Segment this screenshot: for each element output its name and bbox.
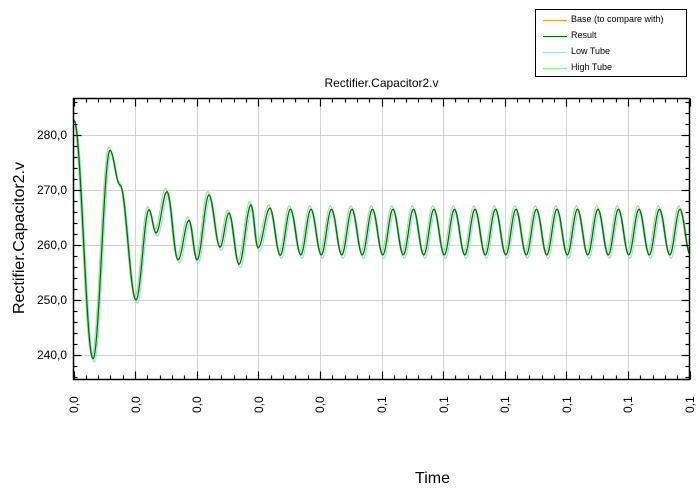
y-tick-label: 270,0: [36, 183, 67, 197]
legend-swatch: [543, 20, 567, 21]
legend-item-low-tube[interactable]: Low Tube: [536, 45, 686, 61]
legend-item-high-tube[interactable]: High Tube: [536, 61, 686, 77]
legend-swatch: [543, 68, 567, 69]
legend-item-result[interactable]: Result: [536, 29, 686, 45]
y-tick-label: 250,0: [36, 293, 67, 307]
legend-swatch: [543, 36, 567, 37]
x-tick-label: 0,0: [190, 396, 204, 413]
x-tick-label: 0,1: [683, 396, 697, 413]
x-tick-label: 0,1: [498, 396, 512, 413]
x-tick-label: 0,1: [375, 396, 389, 413]
x-tick-label: 0,0: [129, 396, 143, 413]
legend-label: Result: [571, 30, 597, 40]
x-axis-label: Time: [415, 470, 450, 487]
chart-title: Rectifier.Capacitor2.v: [324, 76, 439, 90]
x-tick-label: 0,0: [67, 396, 81, 413]
low-tube-curve: [74, 123, 690, 363]
axis-ticks: [73, 98, 692, 380]
plot-curves: [73, 116, 690, 363]
plot-frame: [72, 97, 691, 381]
x-tick-label: 0,0: [252, 396, 266, 413]
high-tube-curve: [73, 116, 690, 357]
legend: Base (to compare with) Result Low Tube H…: [535, 9, 687, 77]
y-tick-label: 240,0: [36, 348, 67, 362]
y-tick-label: 280,0: [36, 128, 67, 142]
y-tick-label: 260,0: [36, 238, 67, 252]
x-tick-label: 0,1: [621, 396, 635, 413]
y-axis-label: Rectifier.Capacitor2.v: [11, 161, 28, 315]
legend-swatch: [543, 52, 567, 53]
x-tick-label: 0,0: [313, 396, 327, 413]
legend-label: High Tube: [571, 62, 613, 72]
x-tick-label: 0,1: [560, 396, 574, 413]
grid-lines: [73, 98, 690, 380]
legend-label: Base (to compare with): [571, 14, 664, 24]
legend-item-base[interactable]: Base (to compare with): [536, 13, 686, 29]
result-curve: [73, 119, 690, 360]
legend-label: Low Tube: [571, 46, 611, 56]
x-tick-label: 0,1: [437, 396, 451, 413]
